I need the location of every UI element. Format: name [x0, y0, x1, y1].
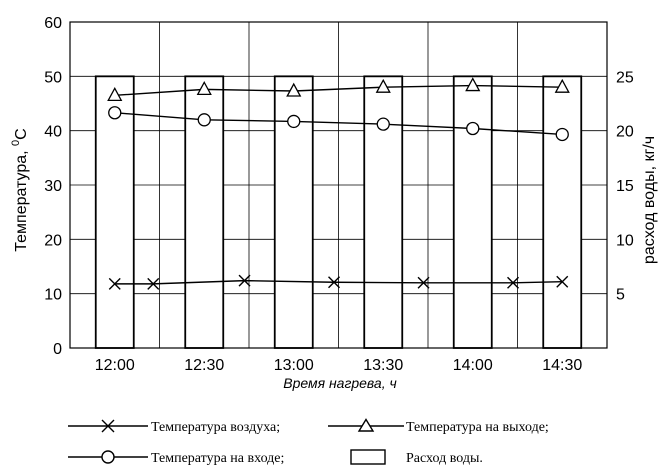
y-tick-label-left: 50 [44, 69, 62, 86]
bar-water-flow [94, 75, 135, 349]
legend-label: Температура воздуха; [151, 420, 280, 435]
point-circle-marker [197, 113, 211, 127]
grid-lines [70, 21, 607, 349]
series-line-triangle [114, 84, 563, 97]
point-x-marker [328, 276, 341, 289]
x-marker-icon [101, 419, 115, 433]
legend-entry-air-temp: Температура воздуха; [68, 419, 280, 435]
x-tick-label: 14:00 [453, 357, 493, 374]
point-triangle-marker [107, 86, 123, 101]
triangle-marker-icon [357, 418, 375, 432]
point-circle-marker [108, 106, 122, 120]
point-triangle-marker [465, 77, 481, 92]
y-axis-title-right: расход воды, кг/ч [641, 136, 658, 264]
point-triangle-marker [286, 82, 302, 97]
plot-frame [69, 21, 608, 349]
y-tick-label-left: 0 [53, 341, 62, 358]
point-x-marker [417, 276, 430, 289]
point-circle-marker [466, 121, 480, 136]
x-tick-label: 13:30 [363, 357, 403, 374]
y-tick-label-left: 60 [44, 15, 62, 32]
point-triangle-marker [554, 78, 570, 93]
legend-entry-outlet-temp: Температура на выходе; [328, 418, 549, 435]
x-axis-title: Время нагрева, ч [283, 375, 397, 391]
point-x-marker [507, 276, 520, 289]
point-x-marker [108, 277, 121, 290]
legend-entry-inlet-temp: Температура на входе; [68, 450, 284, 466]
point-circle-marker [376, 117, 390, 131]
x-tick-label: 12:00 [95, 357, 135, 374]
point-x-marker [556, 275, 569, 288]
bar-water-flow [542, 75, 583, 349]
y-tick-label-left: 40 [44, 124, 62, 141]
point-x-marker [147, 277, 160, 290]
x-tick-label: 14:30 [542, 357, 582, 374]
legend-label: Температура на входе; [151, 451, 284, 466]
point-circle-marker [555, 127, 569, 142]
x-tick-label: 12:30 [184, 357, 224, 374]
y-tick-label-left: 20 [44, 232, 62, 249]
point-triangle-marker [196, 81, 212, 96]
y-tick-label-left: 10 [44, 287, 62, 304]
legend-label: Расход воды. [406, 451, 483, 466]
y-tick-label-right: 5 [616, 287, 625, 304]
legend-label: Температура на выходе; [406, 420, 549, 435]
tick-labels: 0 10 20 30 40 50 60 5 10 15 20 25 12:00 12:30 13:00 13:… [44, 15, 634, 374]
y-axis-title-left: Температура, 0C [10, 128, 30, 251]
y-tick-label-right: 15 [616, 178, 634, 195]
legend: Температура воздуха; Температура на выхо… [68, 418, 549, 466]
point-triangle-marker [375, 78, 391, 93]
bar-water-flow [363, 75, 404, 349]
y-tick-label-left: 30 [44, 178, 62, 195]
y-tick-label-right: 10 [616, 232, 634, 249]
y-tick-label-right: 20 [616, 124, 634, 141]
series-lines [107, 77, 570, 290]
circle-marker-icon [101, 450, 115, 464]
series-line-circle [114, 112, 563, 136]
x-tick-label: 13:00 [274, 357, 314, 374]
point-circle-marker [287, 114, 301, 129]
point-x-marker [238, 274, 251, 287]
bar-water-flow [452, 75, 493, 349]
box-marker-icon [350, 449, 386, 465]
y-tick-label-right: 25 [616, 69, 634, 86]
legend-entry-water-flow: Расход воды. [350, 449, 483, 466]
